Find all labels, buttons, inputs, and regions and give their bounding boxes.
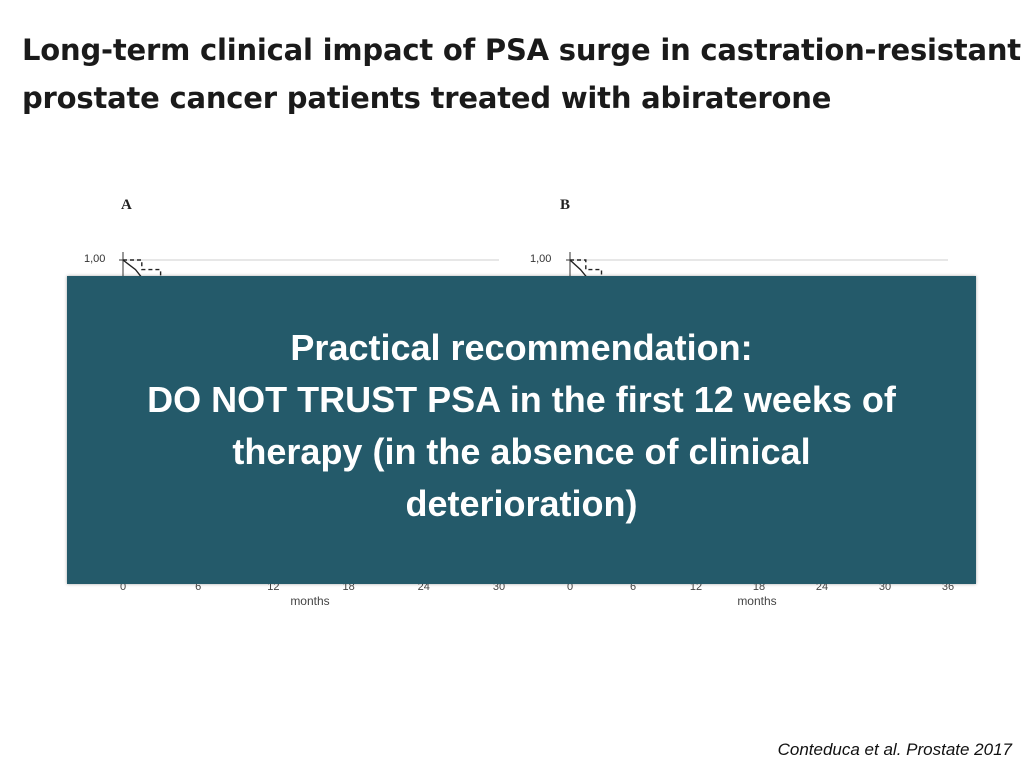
x-tick-label: 18 xyxy=(752,581,766,593)
recommendation-line-2: DO NOT TRUST PSA in the first 12 weeks o… xyxy=(147,379,896,420)
panel-a-label: A xyxy=(121,197,132,213)
slide-title: Long-term clinical impact of PSA surge i… xyxy=(22,26,1021,122)
x-tick-label: 30 xyxy=(492,581,506,593)
citation: Conteduca et al. Prostate 2017 xyxy=(777,740,1012,759)
recommendation-box: Practical recommendation: DO NOT TRUST P… xyxy=(67,276,976,584)
survival-curve-dashed xyxy=(123,259,174,284)
x-tick-label: 0 xyxy=(119,581,127,593)
panel-a-xlabel: months xyxy=(290,594,330,608)
x-tick-label: 18 xyxy=(342,581,355,593)
recommendation-line-4: deterioration) xyxy=(405,483,638,524)
panel-a-ytick-top: 1,00 xyxy=(84,253,106,265)
x-tick-label: 36 xyxy=(941,581,955,593)
panel-b-xlabel: months xyxy=(737,594,777,608)
x-tick-label: 12 xyxy=(689,581,703,593)
recommendation-heading: Practical recommendation: xyxy=(290,327,753,368)
x-tick-label: 24 xyxy=(815,581,829,593)
x-tick-label: 24 xyxy=(417,581,430,593)
recommendation-text: Practical recommendation: DO NOT TRUST P… xyxy=(82,322,962,530)
slide-title-line-1: Long-term clinical impact of PSA surge i… xyxy=(22,33,1021,67)
slide-title-line-2: prostate cancer patients treated with ab… xyxy=(22,81,832,115)
panel-b-label: B xyxy=(560,197,571,213)
x-tick-label: 0 xyxy=(566,581,574,593)
x-tick-label: 6 xyxy=(629,581,637,593)
panel-b-ytick-top: 1,00 xyxy=(530,253,552,265)
x-tick-label: 12 xyxy=(267,581,280,593)
recommendation-line-3: therapy (in the absence of clinical xyxy=(232,431,811,472)
x-tick-label: 6 xyxy=(195,581,202,593)
x-tick-label: 30 xyxy=(878,581,892,593)
